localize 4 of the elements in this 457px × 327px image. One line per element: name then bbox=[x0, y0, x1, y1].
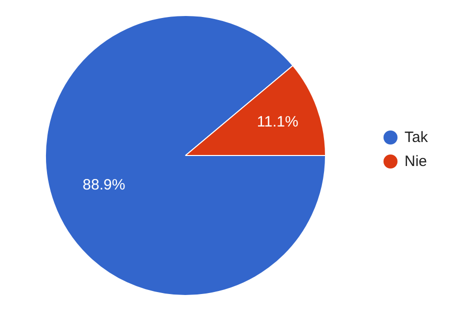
legend-label: Nie bbox=[404, 153, 428, 170]
legend-label: Tak bbox=[404, 129, 428, 146]
data-label: 88.9% bbox=[82, 176, 126, 194]
data-label: 11.1% bbox=[256, 114, 298, 131]
